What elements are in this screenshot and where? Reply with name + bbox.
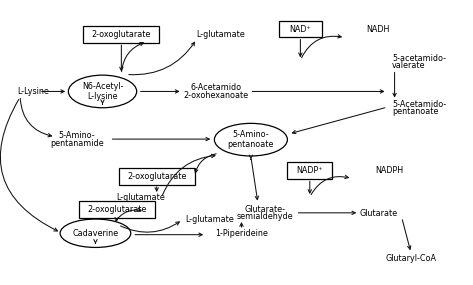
Text: 1-Piperideine: 1-Piperideine: [215, 229, 268, 238]
Text: L-glutamate: L-glutamate: [185, 215, 234, 224]
Text: pentanoate: pentanoate: [392, 107, 438, 116]
Text: 2-oxohexanoate: 2-oxohexanoate: [183, 91, 248, 100]
Ellipse shape: [60, 219, 131, 247]
FancyBboxPatch shape: [79, 201, 155, 217]
Text: 5-acetamido-: 5-acetamido-: [392, 54, 446, 63]
Text: L-glutamate: L-glutamate: [116, 193, 165, 202]
Ellipse shape: [214, 123, 288, 156]
Text: valerate: valerate: [392, 62, 426, 70]
Text: NAD⁺: NAD⁺: [289, 25, 311, 34]
Text: L-Lysine: L-Lysine: [18, 87, 50, 96]
FancyBboxPatch shape: [279, 21, 322, 37]
Text: L-glutamate: L-glutamate: [197, 30, 245, 39]
Text: 2-oxoglutarate: 2-oxoglutarate: [127, 172, 186, 181]
Text: Glutarate: Glutarate: [359, 209, 397, 218]
FancyBboxPatch shape: [287, 162, 333, 179]
Text: NADH: NADH: [366, 25, 390, 34]
FancyBboxPatch shape: [119, 168, 194, 185]
Ellipse shape: [69, 75, 137, 108]
Text: Glutaryl-CoA: Glutaryl-CoA: [385, 254, 437, 263]
Text: semialdehyde: semialdehyde: [236, 212, 293, 221]
Text: Glutarate-: Glutarate-: [245, 205, 286, 214]
Text: 6-Acetamido: 6-Acetamido: [190, 83, 241, 92]
Text: 2-oxoglutarate: 2-oxoglutarate: [87, 205, 146, 214]
Text: N6-Acetyl-
L-lysine: N6-Acetyl- L-lysine: [82, 82, 123, 101]
Text: pentanamide: pentanamide: [50, 139, 104, 148]
Text: 5-Amino-
pentanoate: 5-Amino- pentanoate: [228, 130, 274, 149]
Text: NADPH: NADPH: [375, 166, 403, 175]
Text: NADP⁺: NADP⁺: [297, 166, 323, 175]
Text: 2-oxoglutarate: 2-oxoglutarate: [92, 30, 151, 39]
Text: Cadaverine: Cadaverine: [72, 229, 119, 238]
FancyBboxPatch shape: [83, 26, 159, 43]
Text: 5-Acetamido-: 5-Acetamido-: [392, 100, 447, 109]
Text: 5-Amino-: 5-Amino-: [58, 131, 95, 140]
